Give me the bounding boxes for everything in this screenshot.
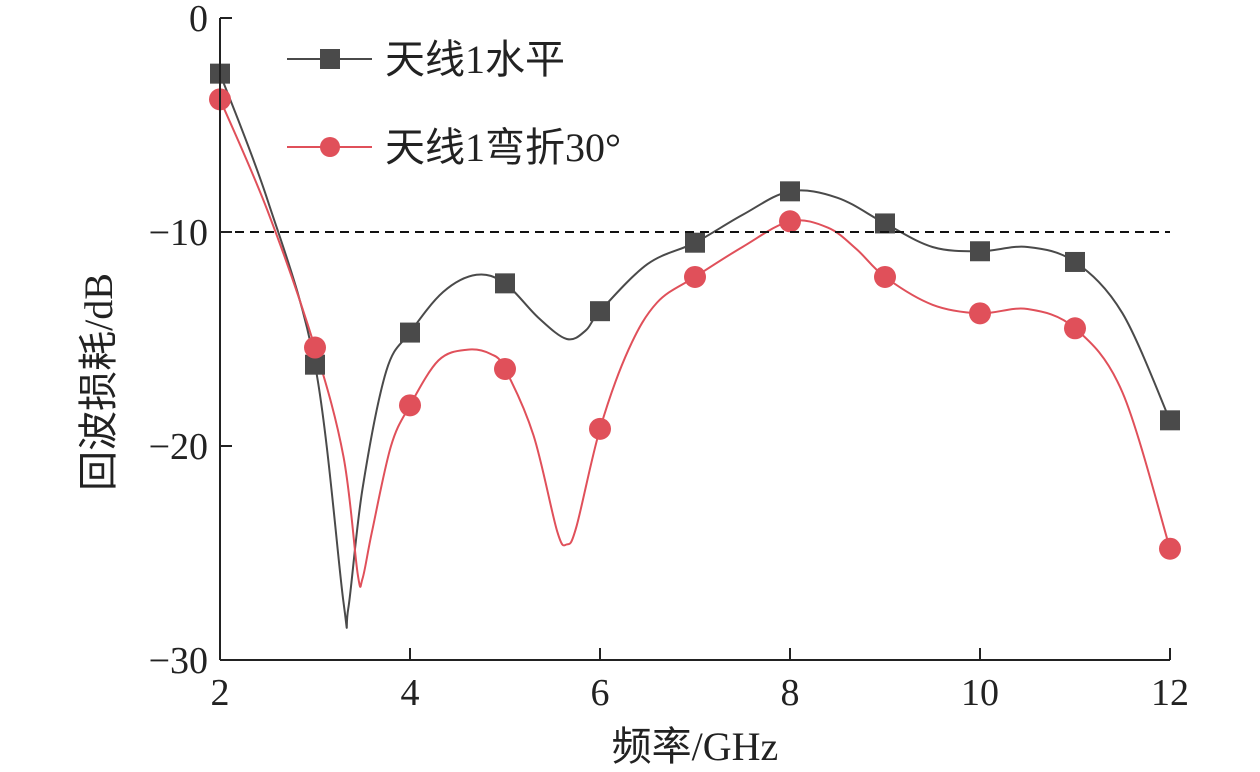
legend-item-series-1: 天线1水平 xyxy=(287,37,565,82)
legend-marker-series-2 xyxy=(320,137,340,157)
series-2-point xyxy=(494,357,516,380)
x-tick-label: 8 xyxy=(781,672,800,714)
series-1-point xyxy=(780,181,800,202)
series-1-point xyxy=(400,322,420,343)
x-tick-label: 2 xyxy=(211,672,230,714)
series-markers xyxy=(209,63,1181,560)
series-2-point xyxy=(1064,317,1086,340)
y-tick-label: −30 xyxy=(149,640,208,682)
series-2-point xyxy=(589,417,611,440)
series-2-point xyxy=(1159,537,1181,560)
x-tick-label: 4 xyxy=(401,672,420,714)
x-tick-label: 10 xyxy=(961,672,999,714)
x-tick-label: 6 xyxy=(591,672,610,714)
series-1-point xyxy=(875,213,895,234)
series-2-point xyxy=(779,210,801,233)
series-1-point xyxy=(590,301,610,322)
series-1-point xyxy=(1065,251,1085,272)
legend-marker-series-1 xyxy=(320,49,340,69)
y-axis-title: 回波损耗/dB xyxy=(76,273,121,491)
series-2-line xyxy=(219,98,1171,588)
series-curves xyxy=(219,73,1171,629)
y-tick-label: −20 xyxy=(149,426,208,468)
series-2-point xyxy=(684,265,706,288)
series-2-point xyxy=(399,394,421,417)
series-1-point xyxy=(305,354,325,375)
series-1-point xyxy=(495,273,515,294)
series-1-point xyxy=(1160,410,1180,431)
legend: 天线1水平 天线1弯折30° xyxy=(287,37,621,170)
series-2-point xyxy=(304,336,326,359)
legend-item-series-2: 天线1弯折30° xyxy=(287,125,621,170)
y-tick-label: −10 xyxy=(149,212,208,254)
x-axis-title: 频率/GHz xyxy=(612,724,779,769)
series-1-point xyxy=(970,241,990,262)
legend-label-series-1: 天线1水平 xyxy=(385,37,565,82)
series-1-line xyxy=(219,73,1171,629)
x-tick-label: 12 xyxy=(1151,672,1189,714)
series-2-point xyxy=(969,302,991,325)
series-2-point xyxy=(874,265,896,288)
series-1-point xyxy=(685,232,705,253)
ticks: 0 −10 −20 −302 4 6 8 10 12 xyxy=(149,0,1189,714)
axes xyxy=(219,18,1170,661)
y-tick-label: 0 xyxy=(189,0,208,40)
legend-label-series-2: 天线1弯折30° xyxy=(385,125,621,170)
